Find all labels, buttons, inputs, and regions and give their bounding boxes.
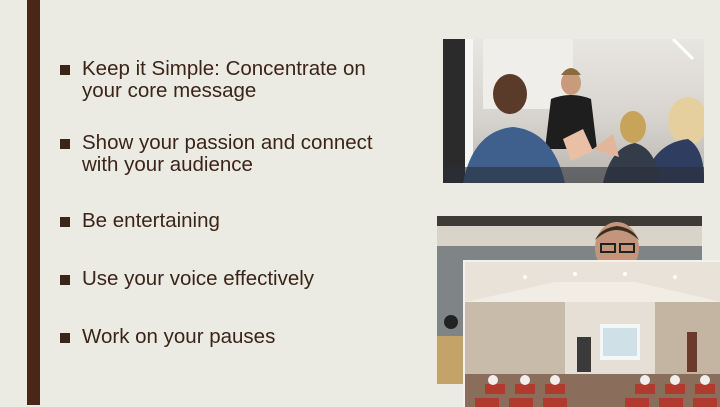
lecture-hall-photo xyxy=(463,260,720,407)
bullet-square-icon xyxy=(60,275,70,285)
bullet-text: Show your passion and connect with your … xyxy=(82,131,373,176)
bullet-square-icon xyxy=(60,333,70,343)
bullet-item: Work on your pauses xyxy=(60,326,402,348)
hall-scene xyxy=(465,262,720,407)
bullet-text: Use your voice effectively xyxy=(82,267,315,290)
bullet-item: Be entertaining xyxy=(60,210,402,232)
bullet-text: Keep it Simple: Concentrate on your core… xyxy=(82,57,366,102)
bullet-square-icon xyxy=(60,65,70,75)
bullet-text: Be entertaining xyxy=(82,209,220,232)
speaker-scene xyxy=(443,39,704,183)
accent-bar xyxy=(27,0,40,405)
bullet-square-icon xyxy=(60,217,70,227)
bullet-item: Keep it Simple: Concentrate on your core… xyxy=(60,58,402,102)
bullet-item: Use your voice effectively xyxy=(60,268,402,290)
bullet-square-icon xyxy=(60,139,70,149)
speaker-audience-photo xyxy=(443,39,704,183)
bullet-text: Work on your pauses xyxy=(82,325,276,348)
bullet-item: Show your passion and connect with your … xyxy=(60,132,402,176)
